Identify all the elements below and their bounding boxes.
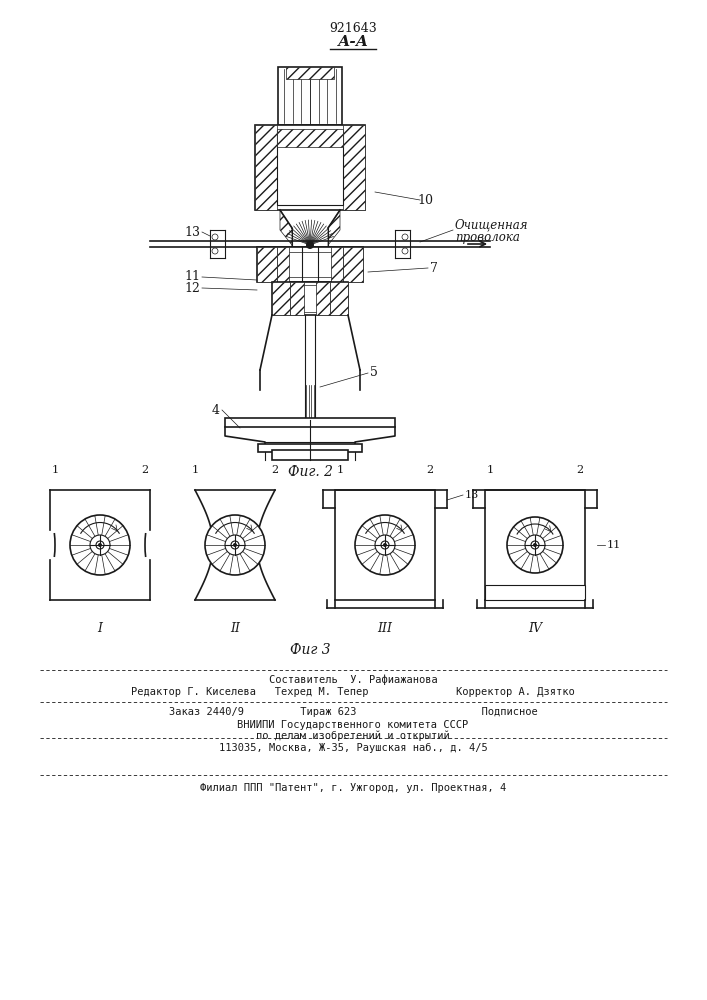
Text: 2: 2	[271, 465, 279, 475]
Text: А-А: А-А	[337, 35, 368, 49]
Text: 113035, Москва, Ж-35, Раушская наб., д. 4/5: 113035, Москва, Ж-35, Раушская наб., д. …	[218, 743, 487, 753]
Bar	[255, 125, 277, 210]
Bar	[335, 490, 435, 600]
Text: 2: 2	[576, 465, 583, 475]
Text: 1: 1	[52, 465, 59, 475]
Bar	[290, 282, 304, 315]
Circle shape	[355, 515, 415, 575]
Text: 11: 11	[184, 270, 200, 284]
Polygon shape	[275, 245, 292, 280]
Text: 2: 2	[141, 465, 148, 475]
Bar	[343, 125, 365, 210]
Text: проволока: проволока	[455, 231, 520, 243]
Bar	[272, 282, 348, 315]
Text: 13: 13	[184, 226, 200, 238]
Bar	[277, 129, 343, 147]
Circle shape	[212, 248, 218, 254]
Bar	[257, 247, 277, 282]
Bar	[277, 252, 343, 277]
Text: 4: 4	[212, 403, 220, 416]
Bar	[277, 130, 343, 205]
Circle shape	[375, 535, 395, 555]
Text: 10: 10	[417, 194, 433, 207]
Circle shape	[533, 543, 537, 547]
Bar	[272, 282, 290, 315]
Bar	[343, 247, 363, 282]
Circle shape	[231, 541, 239, 549]
Text: 921643: 921643	[329, 21, 377, 34]
Circle shape	[212, 234, 218, 240]
Bar	[286, 67, 334, 79]
Text: 11: 11	[607, 540, 621, 550]
Circle shape	[383, 543, 387, 547]
Text: I: I	[98, 621, 103, 635]
Text: ВНИИПИ Государственного комитета СССР: ВНИИПИ Государственного комитета СССР	[238, 720, 469, 730]
Bar	[485, 490, 585, 600]
Bar	[272, 450, 348, 460]
Text: Филиал ППП "Патент", г. Ужгород, ул. Проектная, 4: Филиал ППП "Патент", г. Ужгород, ул. Про…	[200, 783, 506, 793]
Text: Заказ 2440/9         Тираж 623                    Подписное: Заказ 2440/9 Тираж 623 Подписное	[169, 707, 537, 717]
Text: III: III	[378, 621, 392, 635]
Text: 2: 2	[426, 465, 433, 475]
Bar	[330, 282, 348, 315]
Bar	[257, 247, 363, 282]
Circle shape	[70, 515, 130, 575]
Text: 1: 1	[192, 465, 199, 475]
Polygon shape	[328, 245, 345, 280]
Polygon shape	[280, 210, 292, 245]
Circle shape	[507, 517, 563, 573]
Circle shape	[402, 234, 408, 240]
Circle shape	[96, 541, 104, 549]
Text: 1: 1	[337, 465, 344, 475]
Bar	[485, 585, 585, 600]
Bar	[290, 285, 330, 312]
Text: 1: 1	[486, 465, 493, 475]
Text: Составитель  У. Рафиажанова: Составитель У. Рафиажанова	[269, 675, 438, 685]
Bar	[258, 444, 362, 452]
Circle shape	[98, 543, 102, 547]
Bar	[277, 247, 289, 282]
Text: IV: IV	[528, 621, 542, 635]
Circle shape	[205, 515, 265, 575]
Circle shape	[306, 241, 314, 249]
Text: II: II	[230, 621, 240, 635]
Bar	[331, 247, 343, 282]
Circle shape	[233, 543, 237, 547]
Circle shape	[381, 541, 389, 549]
Text: Редактор Г. Киселева   Техред М. Тепер              Корректор А. Дзятко: Редактор Г. Киселева Техред М. Тепер Кор…	[131, 687, 575, 697]
Text: 7: 7	[430, 261, 438, 274]
Circle shape	[531, 541, 539, 549]
Text: Очищенная: Очищенная	[455, 219, 529, 232]
Bar	[225, 418, 395, 427]
Circle shape	[402, 248, 408, 254]
Text: 5: 5	[370, 366, 378, 379]
Text: по делам изобретений и открытий: по делам изобретений и открытий	[256, 731, 450, 741]
Circle shape	[225, 535, 245, 555]
Text: 13: 13	[465, 490, 479, 500]
Text: 12: 12	[184, 282, 200, 294]
Bar	[255, 125, 365, 210]
Circle shape	[90, 535, 110, 555]
Text: Фиг. 2: Фиг. 2	[288, 465, 332, 479]
Bar	[278, 67, 342, 125]
Circle shape	[525, 535, 545, 555]
Text: Фиг 3: Фиг 3	[290, 643, 330, 657]
Polygon shape	[328, 210, 340, 245]
Bar	[316, 282, 330, 315]
